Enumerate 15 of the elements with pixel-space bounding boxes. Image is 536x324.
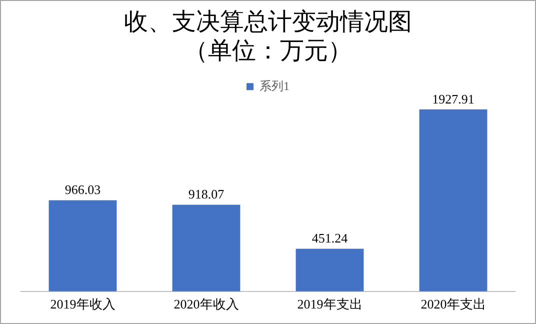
x-tick-label: 2019年支出 — [297, 296, 362, 312]
bar — [296, 248, 364, 292]
x-tick-label: 2020年支出 — [420, 296, 486, 312]
data-label: 966.03 — [64, 182, 101, 198]
bar — [48, 200, 117, 292]
bar — [172, 204, 240, 292]
data-label: 1927.91 — [432, 91, 474, 106]
chart-title: 收、支决算总计变动情况图 — [124, 8, 412, 36]
x-tick-label: 2019年收入 — [50, 296, 116, 312]
chart-subtitle: （单位：万元） — [184, 38, 352, 64]
data-label: 918.07 — [188, 186, 225, 202]
data-label: 451.24 — [312, 230, 348, 246]
bar — [419, 109, 488, 292]
legend-label: 系列1 — [260, 78, 290, 93]
x-tick-label: 2020年收入 — [174, 296, 239, 312]
